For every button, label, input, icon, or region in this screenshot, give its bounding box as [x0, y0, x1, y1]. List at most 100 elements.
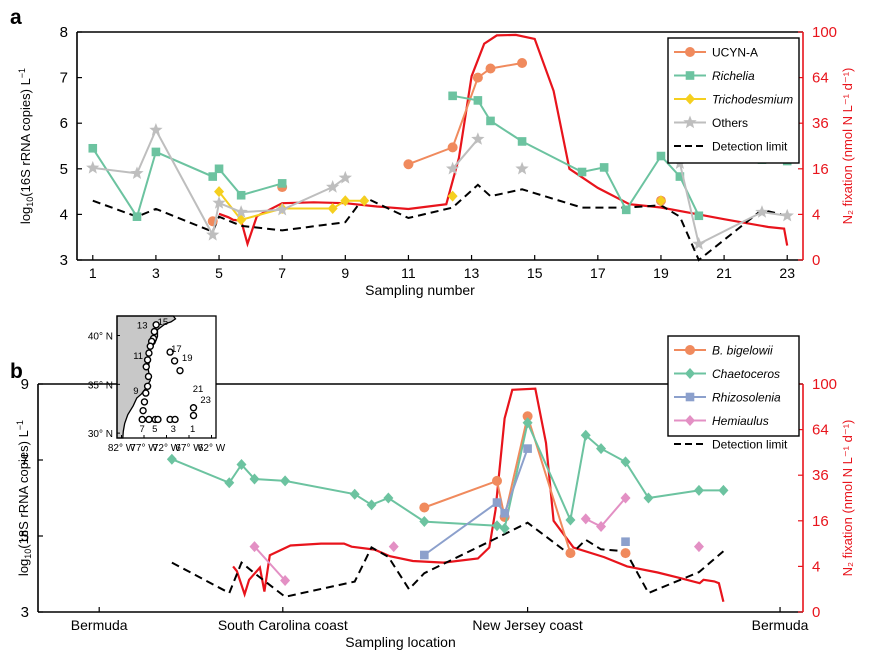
rhizo-point	[492, 498, 502, 507]
chaeto-point	[620, 456, 631, 468]
station-marker	[146, 342, 155, 350]
chaeto-point	[596, 443, 607, 455]
others-point	[338, 170, 352, 184]
legend-marker	[685, 345, 695, 355]
station-label: 19	[182, 353, 193, 364]
station-marker	[145, 415, 153, 424]
legend-label: Others	[712, 116, 748, 130]
rhizo-line	[423, 448, 529, 556]
others-point	[234, 205, 248, 218]
y2-tick-label: 100	[812, 24, 837, 41]
y-tick-label: 9	[21, 376, 29, 393]
hemi-point	[249, 541, 260, 553]
tricho-point	[327, 202, 338, 214]
inset-x-tick-label: 62° W	[198, 443, 226, 454]
y-axis-label-rest: (18S rRNA copies) L	[16, 430, 31, 549]
bbig-point	[419, 502, 430, 513]
rhizo-point	[420, 550, 429, 560]
tricho-point	[359, 195, 370, 207]
bbig-point	[492, 475, 502, 486]
y2-tick-label: 64	[812, 70, 829, 87]
legend-label: B. bigelowii	[712, 344, 773, 358]
others-point	[515, 161, 529, 175]
inset-x-tick-label: 77° W	[130, 443, 158, 454]
legend-label: Trichodesmium	[712, 93, 793, 107]
others-point	[471, 132, 485, 145]
bbig-point	[565, 548, 576, 559]
y2-tick-label: 4	[812, 558, 820, 575]
x-tick-label: Bermuda	[71, 617, 128, 633]
station-label: 13	[137, 321, 148, 332]
station-marker	[189, 411, 198, 420]
station-marker	[154, 415, 162, 424]
station-label: 5	[152, 424, 157, 435]
hemi-point	[580, 513, 591, 525]
station-marker	[143, 382, 152, 390]
hemi-line	[585, 497, 627, 528]
x-tick-label: Bermuda	[752, 617, 809, 633]
y-axis-label-rest: (16S rRNA copies) L	[18, 78, 33, 197]
hemi-point	[388, 541, 399, 553]
others-point	[692, 237, 706, 250]
legend: UCYN-A Richelia Trichodesmium Others Detecti…	[667, 37, 800, 164]
station-marker	[152, 321, 160, 329]
rhizo-point	[523, 444, 532, 453]
chaeto-point	[499, 522, 510, 534]
y2-tick-label: 36	[812, 115, 829, 132]
y-tick-label: 5	[21, 528, 29, 545]
station-label: 23	[200, 395, 211, 406]
inset-x-tick-label: 67° W	[175, 443, 203, 454]
tricho-point	[236, 214, 247, 226]
legend-marker	[685, 368, 695, 379]
ucyn-line	[408, 62, 523, 166]
ucyn-point	[485, 63, 496, 74]
y2-axis-label: N₂ fixation (nmol N L⁻¹ d⁻¹)	[840, 68, 855, 225]
y-axis-label-main: log	[16, 559, 31, 576]
others-point	[275, 202, 289, 216]
others-point	[446, 161, 460, 175]
legend-label: Chaetoceros	[712, 367, 780, 381]
y-axis-label-sub: 10	[23, 549, 33, 559]
station-marker	[138, 415, 146, 424]
station-marker	[176, 366, 184, 375]
station-marker	[143, 356, 152, 364]
richelia-point	[675, 172, 685, 181]
y2-tick-label: 4	[812, 206, 820, 223]
station-marker	[189, 404, 198, 412]
legend-label: Hemiaulus	[712, 414, 769, 428]
y2-tick-label: 0	[812, 252, 820, 269]
inset-x-tick-label: 72° W	[153, 443, 181, 454]
panel-label: b	[10, 360, 23, 383]
x-tick-label: South Carolina coast	[218, 617, 348, 633]
y-tick-label: 3	[60, 252, 68, 269]
others-point	[755, 205, 769, 218]
panel-b: b Bermuda South Carolina coast New Jersey c…	[10, 315, 855, 650]
y-tick-label: 4	[60, 206, 68, 223]
others-line	[92, 127, 346, 238]
chaeto-point	[166, 453, 177, 465]
station-label: 15	[158, 317, 169, 328]
station-label: 11	[133, 351, 143, 362]
station-marker	[139, 406, 147, 415]
hemi-point	[280, 574, 291, 586]
x-tick-label: 3	[152, 265, 160, 281]
tricho-point	[340, 195, 351, 207]
others-point	[780, 208, 794, 222]
inset-y-tick-label: 35° N	[88, 380, 113, 391]
x-tick-label: 23	[779, 265, 795, 281]
legend: B. bigelowii Chaetoceros Rhizosolenia Hemia…	[667, 335, 800, 452]
legend-label: Detection limit	[712, 438, 788, 452]
richelia-point	[277, 179, 287, 188]
legend-marker	[685, 392, 695, 402]
station-marker	[166, 348, 174, 356]
station-marker	[150, 327, 159, 336]
station-marker	[171, 415, 179, 424]
station-marker	[144, 372, 153, 381]
station-marker	[145, 349, 153, 357]
station-label: 9	[133, 386, 138, 397]
chaeto-point	[643, 492, 654, 504]
legend-label: Detection limit	[712, 140, 788, 154]
y-axis-label: log10(16S rRNA copies) L−1	[17, 68, 35, 224]
